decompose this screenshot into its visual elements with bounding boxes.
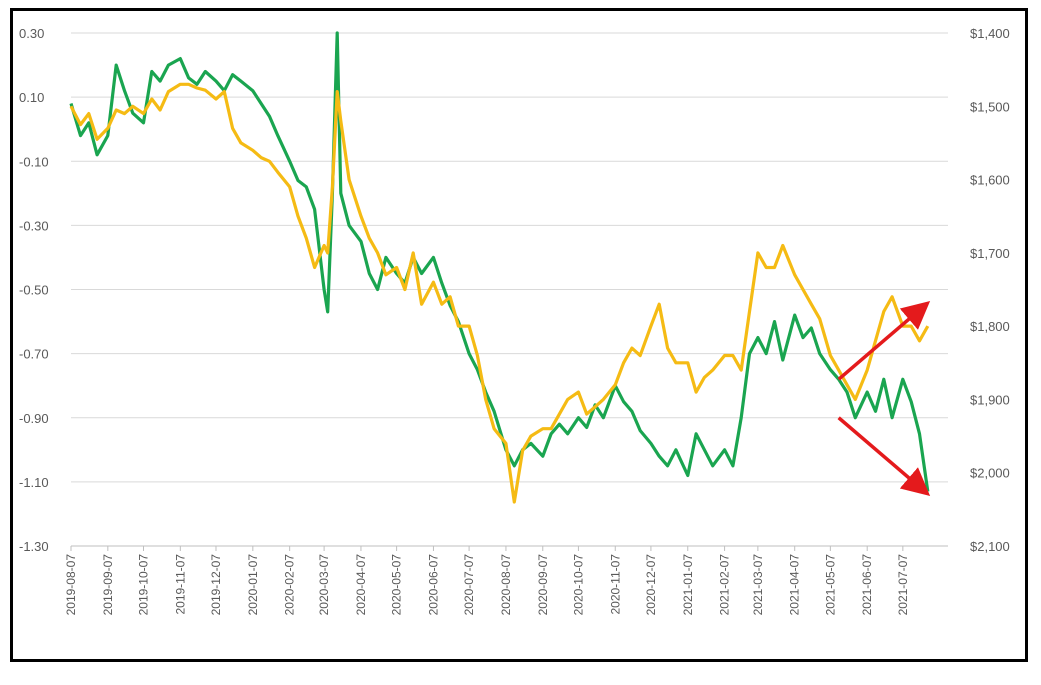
x-tick-label: 2020-06-07 bbox=[426, 554, 440, 616]
x-tick-label: 2020-01-07 bbox=[246, 554, 260, 616]
y-right-tick-label: $1,700 bbox=[970, 246, 1010, 261]
x-tick-label: 2020-04-07 bbox=[354, 554, 368, 616]
chart-frame: 0.30 0.10 -0.10 -0.30 -0.50 -0.70 -0.90 -1.10 -1… bbox=[10, 8, 1028, 662]
x-tick-label: 2020-05-07 bbox=[390, 554, 404, 616]
y-right-tick-label: $1,400 bbox=[970, 26, 1010, 41]
y-right-tick-label: $2,100 bbox=[970, 539, 1010, 554]
green-series-line bbox=[69, 31, 930, 492]
x-axis-ticks: 2019-08-07 2019-09-07 2019-10-07 2019-11-07… bbox=[64, 545, 948, 616]
x-tick-label: 2020-11-07 bbox=[608, 554, 622, 615]
x-tick-label: 2021-04-07 bbox=[788, 554, 802, 616]
x-tick-label: 2021-07-07 bbox=[896, 554, 910, 616]
x-tick-label: 2020-07-07 bbox=[462, 554, 476, 616]
y-left-tick-label: -1.10 bbox=[19, 475, 49, 490]
x-tick-label: 2020-08-07 bbox=[499, 554, 513, 616]
x-tick-label: 2019-08-07 bbox=[64, 554, 78, 616]
y-left-tick-label: -0.30 bbox=[19, 218, 49, 233]
x-tick-label: 2021-01-07 bbox=[681, 554, 695, 616]
y-left-tick-label: 0.30 bbox=[19, 26, 44, 41]
x-tick-label: 2019-09-07 bbox=[101, 554, 115, 616]
gold-series-line bbox=[69, 82, 930, 504]
y-left-tick-label: -0.10 bbox=[19, 154, 49, 169]
x-tick-label: 2020-03-07 bbox=[317, 554, 331, 616]
x-tick-label: 2021-05-07 bbox=[823, 554, 837, 616]
series-layer bbox=[69, 31, 930, 504]
y-right-tick-label: $1,900 bbox=[970, 392, 1010, 407]
y-right-tick-label: $1,600 bbox=[970, 173, 1010, 188]
right-axis-ticks: $1,400 $1,500 $1,600 $1,700 $1,800 $1,900 $2,0… bbox=[970, 26, 1010, 554]
x-tick-label: 2019-12-07 bbox=[209, 554, 223, 616]
x-tick-label: 2019-10-07 bbox=[136, 554, 150, 616]
x-tick-label: 2020-10-07 bbox=[571, 554, 585, 616]
arrow-up bbox=[837, 300, 931, 381]
y-left-tick-label: -0.50 bbox=[19, 283, 49, 298]
y-right-tick-label: $2,000 bbox=[970, 466, 1010, 481]
x-tick-label: 2021-06-07 bbox=[860, 554, 874, 616]
y-left-tick-label: -0.90 bbox=[19, 411, 49, 426]
x-tick-label: 2021-03-07 bbox=[751, 554, 765, 616]
y-left-tick-label: -0.70 bbox=[19, 347, 49, 362]
arrow-down bbox=[837, 416, 931, 497]
x-tick-label: 2021-02-07 bbox=[718, 554, 732, 616]
x-tick-label: 2020-02-07 bbox=[283, 554, 297, 616]
chart-svg: 0.30 0.10 -0.10 -0.30 -0.50 -0.70 -0.90 -1.10 -1… bbox=[19, 26, 1010, 616]
x-tick-label: 2020-12-07 bbox=[644, 554, 658, 616]
y-right-tick-label: $1,500 bbox=[970, 99, 1010, 114]
annotation-arrows bbox=[837, 300, 931, 497]
x-tick-label: 2020-09-07 bbox=[536, 554, 550, 616]
left-axis-ticks: 0.30 0.10 -0.10 -0.30 -0.50 -0.70 -0.90 -1.10 -1… bbox=[19, 26, 49, 554]
y-left-tick-label: 0.10 bbox=[19, 90, 44, 105]
x-tick-label: 2019-11-07 bbox=[173, 554, 187, 615]
y-right-tick-label: $1,800 bbox=[970, 319, 1010, 334]
y-left-tick-label: -1.30 bbox=[19, 539, 49, 554]
